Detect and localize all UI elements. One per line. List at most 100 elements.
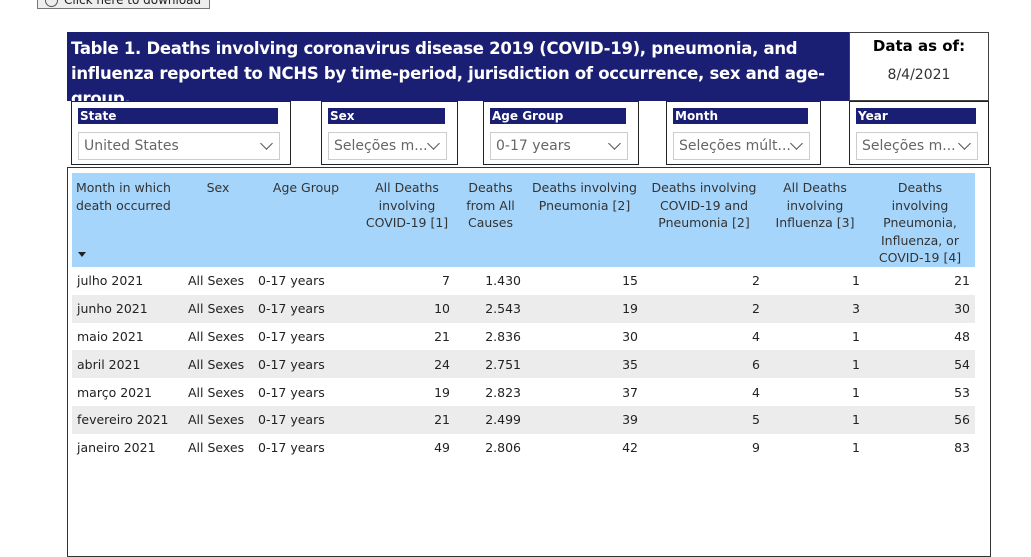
table-cell: 54 (865, 350, 975, 379)
table-cell: 2.751 (455, 350, 526, 379)
table-cell: 0-17 years (253, 350, 359, 379)
table-cell: junho 2021 (72, 294, 183, 323)
filter: State United States (71, 101, 291, 165)
table-cell: 39 (526, 405, 643, 434)
table-cell: 21 (434, 328, 450, 344)
table-cell: 15 (622, 273, 638, 289)
table-cell: 0-17 years (258, 273, 325, 289)
table-cell: 2 (752, 273, 760, 289)
table-cell: All Sexes (183, 350, 253, 379)
filter-dropdown[interactable]: Seleções múlt... (673, 132, 810, 160)
data-as-of-label: Data as of: (872, 37, 966, 55)
table-cell: 1 (765, 405, 865, 434)
filter-dropdown[interactable]: Seleções m... (328, 132, 447, 160)
table-cell: 35 (526, 350, 643, 379)
table-cell: 21 (954, 273, 970, 289)
column-header[interactable]: Deaths involving Pneumonia, Influenza, o… (865, 173, 975, 267)
table-row: abril 2021 All Sexes 0-17 years 24 2.751 35 6 1… (72, 350, 975, 379)
table-row: maio 2021 All Sexes 0-17 years 21 2.836 30 4 1 4… (72, 323, 975, 351)
table-cell: 53 (954, 384, 970, 400)
filter-label: Sex (328, 108, 445, 124)
table-cell: 24 (359, 350, 455, 379)
table-cell: All Sexes (188, 328, 245, 344)
table-cell: 7 (442, 273, 450, 289)
column-header[interactable]: Deaths involving COVID-19 and Pneumonia … (643, 173, 765, 267)
filter-dropdown[interactable]: 0-17 years (490, 132, 628, 160)
table-row: julho 2021 All Sexes 0-17 years 7 1.430 15 2 1 2… (72, 267, 975, 295)
table-cell: 19 (434, 384, 450, 400)
table-cell: 6 (643, 350, 765, 379)
filter-dropdown[interactable]: Seleções m... (856, 132, 978, 160)
page: Click here to download Table 1. Deaths i… (0, 0, 1031, 543)
filter: Year Seleções m... (849, 101, 989, 165)
table-cell: 0-17 years (258, 328, 325, 344)
table-cell: 83 (954, 440, 970, 456)
table-row: março 2021 All Sexes 0-17 years 19 2.823 37 4 1… (72, 378, 975, 406)
table-panel: Month in which death occurred Sex Age Grou… (67, 167, 991, 557)
column-header[interactable]: Deaths involving Pneumonia [2] (526, 173, 643, 267)
table-cell: 4 (752, 384, 760, 400)
table-cell: All Sexes (183, 405, 253, 434)
filter: Sex Seleções m... (321, 101, 458, 165)
table-cell: 48 (954, 328, 970, 344)
table-cell: 1 (852, 384, 860, 400)
table-cell: 10 (359, 294, 455, 323)
table-cell: 2.543 (455, 294, 526, 323)
table-cell: 37 (622, 384, 638, 400)
table-cell: 0-17 years (258, 440, 325, 456)
table-cell: All Sexes (188, 273, 245, 289)
data-table: Month in which death occurred Sex Age Grou… (72, 173, 975, 462)
table-cell: 1 (765, 350, 865, 379)
table-cell: All Sexes (183, 294, 253, 323)
column-header[interactable]: Sex (183, 173, 253, 267)
table-cell: 9 (752, 440, 760, 456)
column-header[interactable]: Deaths from All Causes (455, 173, 526, 267)
table-cell: 1 (852, 440, 860, 456)
column-header[interactable]: Age Group (253, 173, 359, 267)
table-cell: março 2021 (77, 384, 153, 400)
table-cell: 2 (643, 294, 765, 323)
table-cell: 0-17 years (258, 384, 325, 400)
table-cell: 2.836 (485, 328, 521, 344)
table-cell: 30 (865, 294, 975, 323)
table-cell: 21 (359, 405, 455, 434)
column-header[interactable]: All Deaths involving COVID-19 [1] (359, 173, 455, 267)
table-cell: 0-17 years (253, 405, 359, 434)
table-cell: 1 (852, 273, 860, 289)
table-cell: 19 (526, 294, 643, 323)
table-row: janeiro 2021 All Sexes 0-17 years 49 2.806 42… (72, 434, 975, 462)
filter-dropdown[interactable]: United States (78, 132, 280, 160)
table-cell: 4 (752, 328, 760, 344)
table-cell: 2.823 (485, 384, 521, 400)
table-cell: All Sexes (188, 384, 245, 400)
table-cell: 1 (852, 328, 860, 344)
table-title: Table 1. Deaths involving coronavirus di… (67, 32, 850, 108)
filter-label: State (78, 108, 278, 124)
table-cell: 1.430 (485, 273, 521, 289)
table-cell: fevereiro 2021 (72, 405, 183, 434)
table-cell: 0-17 years (253, 294, 359, 323)
table-cell: maio 2021 (77, 328, 144, 344)
filter: Month Seleções múlt... (666, 101, 821, 165)
table-row: junho 2021 All Sexes 0-17 years 10 2.543 19 2 3… (72, 294, 975, 323)
table-cell: All Sexes (188, 440, 245, 456)
table-cell: 42 (622, 440, 638, 456)
data-as-of: Data as of: 8/4/2021 (849, 32, 989, 101)
table-cell: janeiro 2021 (77, 440, 156, 456)
table-cell: 2.499 (455, 405, 526, 434)
download-button[interactable]: Click here to download (37, 0, 210, 9)
table-cell: 5 (643, 405, 765, 434)
column-header[interactable]: Month in which death occurred (72, 173, 183, 267)
table-cell: julho 2021 (77, 273, 144, 289)
filter-label: Age Group (490, 108, 626, 124)
table-cell: 49 (434, 440, 450, 456)
data-as-of-date: 8/4/2021 (887, 67, 951, 83)
filter-label: Month (673, 108, 808, 124)
table-cell: 3 (765, 294, 865, 323)
table-cell: abril 2021 (72, 350, 183, 379)
table-cell: 30 (622, 328, 638, 344)
table-cell: 2.806 (485, 440, 521, 456)
filter-label: Year (856, 108, 976, 124)
column-header[interactable]: All Deaths involving Influenza [3] (765, 173, 865, 267)
filter: Age Group 0-17 years (483, 101, 639, 165)
